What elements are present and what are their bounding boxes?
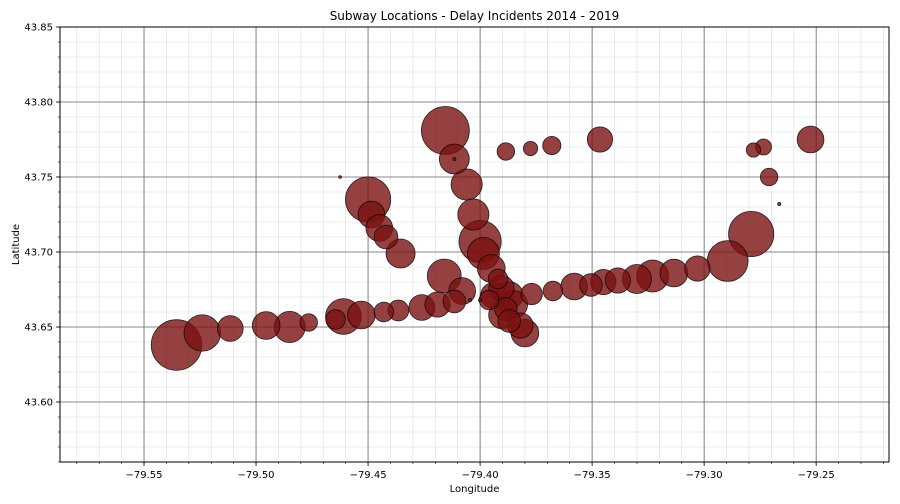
data-point (586, 126, 614, 153)
data-point (522, 140, 539, 157)
x-axis-ticks: −79.55 −79.50 −79.45 −79.40 −79.35 −79.30 −79.… (76, 462, 884, 481)
data-point (684, 255, 711, 282)
data-point (338, 175, 342, 179)
data-point (373, 224, 399, 250)
x-tick-label: −79.40 (462, 470, 499, 481)
data-point (452, 156, 457, 161)
data-point (183, 314, 221, 352)
data-point (542, 280, 564, 302)
data-point (478, 297, 483, 302)
chart-title: Subway Locations - Delay Incidents 2014 … (330, 9, 620, 23)
data-point (299, 313, 318, 332)
data-point (442, 289, 467, 314)
y-tick-label: 43.60 (24, 398, 53, 409)
data-point (497, 309, 521, 333)
x-tick-label: −79.55 (126, 470, 163, 481)
data-points (150, 106, 825, 371)
x-axis-label: Longitude (450, 484, 500, 495)
plot-frame (59, 26, 890, 463)
data-point (325, 309, 346, 330)
data-point (520, 282, 543, 306)
y-axis-ticks: 43.60 43.65 43.70 43.75 43.80 43.85 (24, 23, 60, 463)
x-tick-label: −79.35 (574, 470, 611, 481)
y-tick-label: 43.65 (24, 323, 53, 334)
y-axis-label: Latitude (11, 224, 22, 265)
data-point (542, 135, 562, 156)
data-point (706, 240, 749, 282)
y-tick-label: 43.75 (24, 173, 53, 184)
data-point (457, 198, 490, 231)
data-point (347, 300, 376, 330)
data-point (468, 297, 473, 302)
y-tick-label: 43.80 (24, 98, 53, 109)
data-point (251, 311, 281, 340)
data-point (487, 268, 509, 290)
x-tick-label: −79.30 (686, 470, 723, 481)
y-tick-label: 43.70 (24, 248, 53, 259)
data-point (373, 301, 394, 323)
data-point (777, 201, 782, 206)
data-point (659, 258, 689, 288)
data-point (216, 315, 244, 342)
data-point (478, 289, 500, 311)
x-tick-label: −79.45 (350, 470, 387, 481)
x-tick-label: −79.25 (798, 470, 835, 481)
data-point (579, 273, 603, 297)
data-point (745, 142, 762, 158)
data-point (796, 125, 825, 154)
data-point (759, 167, 779, 187)
x-tick-label: −79.50 (238, 470, 275, 481)
data-point (496, 142, 516, 161)
data-point (604, 267, 631, 294)
y-tick-label: 43.85 (24, 23, 53, 34)
